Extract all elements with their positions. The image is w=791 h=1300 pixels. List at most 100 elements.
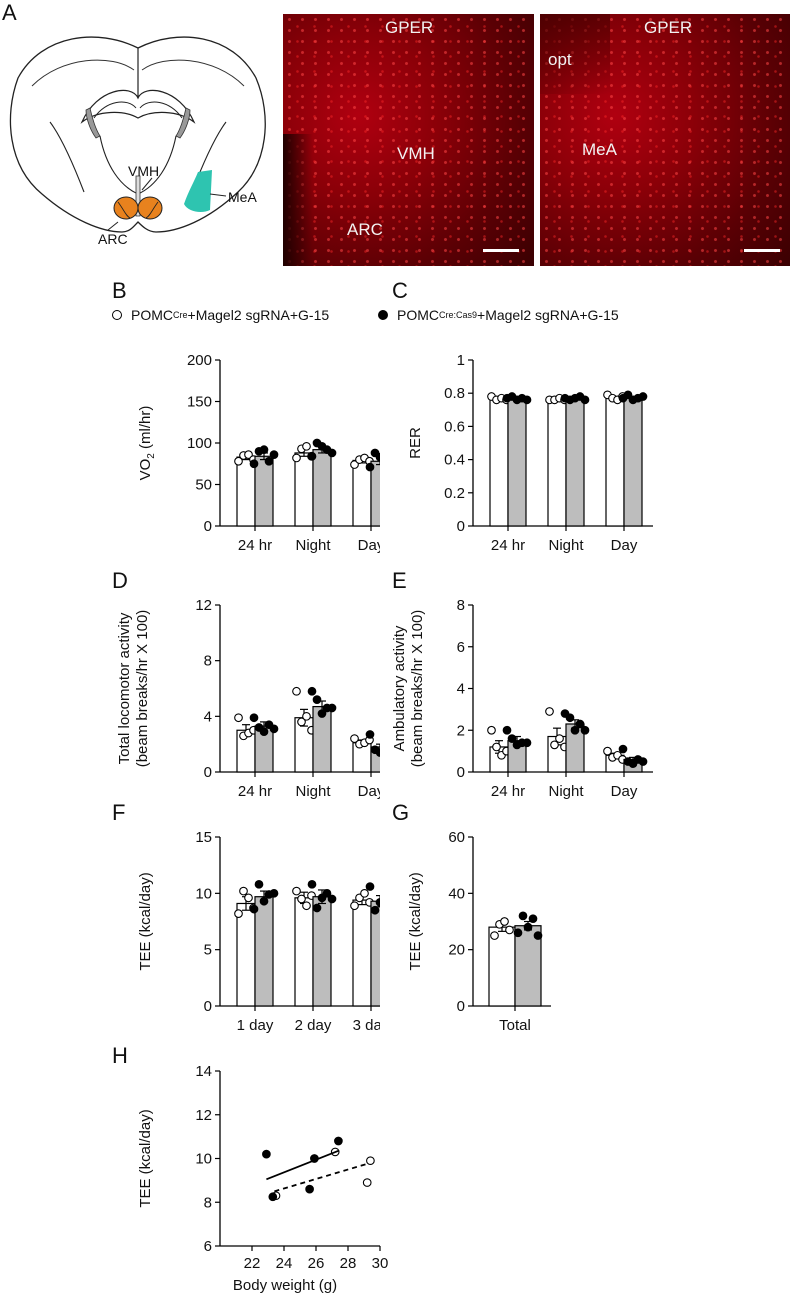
y-tick-label: 0	[204, 998, 212, 1015]
x-tick-label: 3 day	[353, 1017, 380, 1034]
bar	[254, 896, 274, 1007]
panel-letter-d: D	[112, 568, 128, 593]
data-point	[365, 882, 375, 891]
data-point	[302, 711, 311, 721]
micro1-scale-bar	[483, 249, 519, 252]
x-tick-label: 24 hr	[238, 537, 272, 554]
fit-line	[266, 1150, 339, 1181]
y-tick-label: 0.2	[444, 485, 465, 502]
bar	[489, 397, 509, 527]
y-tick-label: 12	[195, 597, 212, 614]
data-point	[292, 686, 301, 696]
data-point	[305, 1184, 314, 1194]
data-point	[312, 695, 322, 704]
chart-c-rer: 0 0.2 0.4 0.6 0.8 1 RER 24 hr Night Day	[407, 352, 653, 554]
label-mea: MeA	[228, 189, 257, 205]
data-point	[555, 734, 564, 743]
data-point	[365, 730, 375, 739]
data-point	[259, 727, 269, 736]
bar	[565, 397, 585, 527]
label-arc: ARC	[98, 231, 128, 247]
bar	[507, 397, 527, 527]
bar	[370, 460, 380, 527]
micro2-title: GPER	[644, 18, 693, 37]
y-tick-label: 8	[204, 1194, 212, 1211]
bar	[312, 896, 332, 1007]
legend-open-circle-icon	[112, 310, 122, 320]
bar	[294, 452, 314, 527]
x-axis-label: Body weight (g)	[233, 1277, 337, 1294]
y-tick-label: 50	[195, 477, 212, 494]
x-tick-label: 1 day	[237, 1017, 274, 1034]
bar	[312, 449, 332, 527]
data-point	[269, 450, 279, 459]
data-point	[603, 746, 612, 756]
data-point	[234, 909, 243, 918]
data-point	[262, 1149, 271, 1159]
y-tick-label: 10	[195, 885, 212, 902]
y-tick-label: 1	[457, 352, 465, 369]
chart-h-tee-vs-weight: 6 8 10 12 14 22 24 26 28 30 Body weight (g) TEE (kc…	[137, 1065, 388, 1294]
data-point	[522, 395, 532, 405]
data-point	[234, 713, 243, 723]
data-point	[360, 888, 369, 898]
label-vmh: VMH	[128, 163, 159, 179]
data-point	[375, 748, 380, 757]
data-point	[350, 734, 359, 743]
data-point	[297, 717, 306, 727]
y-tick-label: 60	[448, 829, 465, 846]
y-tick-label: 12	[195, 1107, 212, 1124]
chart-g-tee-total: 0 20 40 60 TEE (kcal/day) Total	[407, 829, 551, 1034]
data-point	[317, 709, 327, 718]
legend-knockout: POMC Cre:Cas9 +Magel2 sgRNA+G-15	[378, 307, 619, 323]
data-point	[249, 459, 259, 469]
data-point	[550, 740, 559, 750]
data-point	[528, 914, 538, 924]
y-tick-label: 0	[204, 764, 212, 781]
data-point	[327, 894, 337, 904]
data-point	[362, 1178, 372, 1187]
bar	[370, 746, 380, 773]
data-point	[297, 894, 306, 904]
x-tick-label: 22	[244, 1255, 261, 1272]
bar	[605, 397, 625, 527]
chart-d-locomotor: 0 4 8 12 Total locomotor activity(beam break…	[116, 597, 380, 800]
data-point	[269, 724, 279, 734]
y-tick-label: 15	[195, 829, 212, 846]
data-point	[307, 451, 317, 461]
hippocampus-inner	[93, 101, 183, 119]
legend-control: POMC Cre +Magel2 sgRNA+G-15	[112, 307, 329, 323]
data-point	[523, 922, 533, 932]
data-point	[522, 738, 532, 748]
data-point	[487, 725, 496, 735]
panel-letter-c: C	[392, 278, 408, 303]
fit-line	[274, 1162, 371, 1193]
data-point	[513, 928, 523, 938]
data-point	[366, 1156, 375, 1166]
x-tick-label: Day	[358, 537, 380, 554]
x-tick-label: Night	[295, 537, 331, 554]
brain-schematic: VMH MeA ARC	[9, 36, 266, 247]
y-tick-label: 4	[457, 681, 465, 698]
y-tick-label: 8	[204, 653, 212, 670]
y-tick-label: 20	[448, 942, 465, 959]
data-point	[327, 703, 337, 713]
x-tick-label: 24 hr	[491, 783, 525, 800]
y-tick-label: 0.4	[444, 452, 465, 469]
y-axis-label: RER	[407, 427, 424, 459]
data-point	[312, 903, 322, 913]
y-tick-label: 200	[187, 352, 212, 369]
y-tick-label: 0.8	[444, 385, 465, 402]
legend-knockout-sup: Cre:Cas9	[439, 310, 478, 320]
y-tick-label: 40	[448, 885, 465, 902]
y-tick-label: 5	[204, 942, 212, 959]
data-point	[302, 901, 311, 911]
x-tick-label: Day	[358, 783, 380, 800]
y-tick-label: 0	[457, 518, 465, 535]
micrograph-mea: GPER opt MeA	[540, 14, 790, 266]
micro1-title: GPER	[385, 18, 434, 37]
x-tick-label: Night	[295, 783, 331, 800]
data-point	[234, 456, 243, 466]
vmh-pointer	[141, 177, 153, 191]
micro1-arc-label: ARC	[347, 220, 383, 239]
